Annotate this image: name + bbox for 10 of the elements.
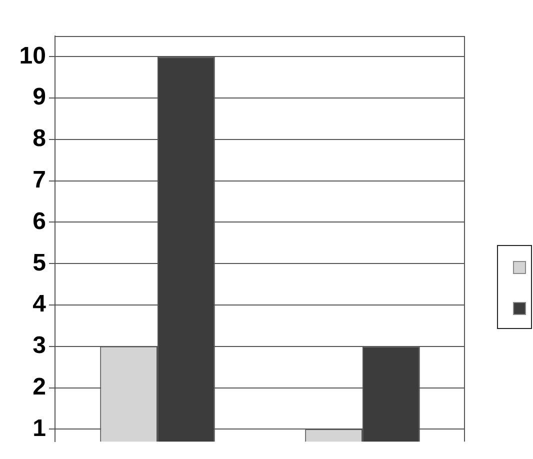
y-tick-label: 7 [32, 166, 46, 194]
y-tick-label: 6 [32, 208, 46, 235]
y-tick-label: 10 [19, 42, 46, 70]
y-tick-label: 9 [32, 84, 46, 111]
y-tick-label: 2 [32, 373, 46, 400]
y-tick-label: 5 [32, 249, 46, 276]
y-tick-label: 3 [32, 332, 46, 360]
y-tick-label: 1 [32, 414, 46, 442]
y-tick-label: 8 [32, 125, 46, 152]
y-tick-label: 4 [32, 290, 47, 318]
